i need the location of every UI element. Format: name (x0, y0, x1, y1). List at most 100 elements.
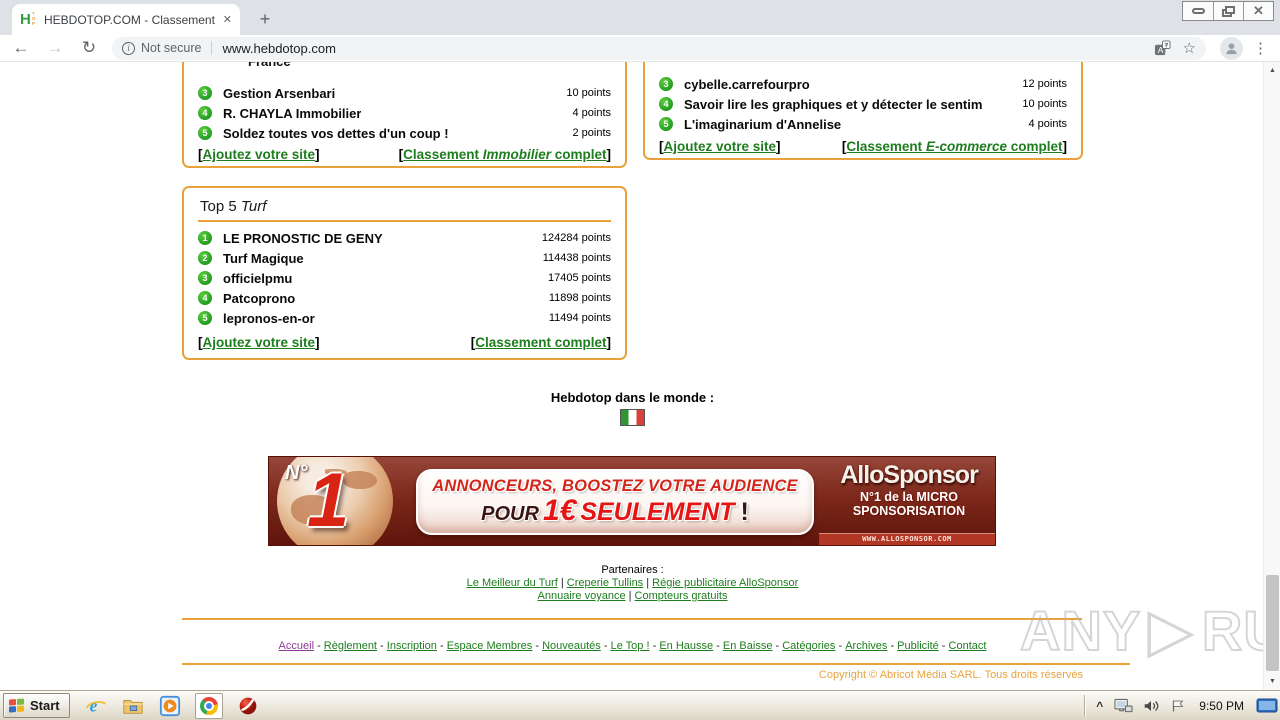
browser-tab[interactable]: H TOP HEBDOTOP.COM - Classement de sit ✕ (12, 4, 240, 35)
add-site-link[interactable]: Ajoutez votre site (198, 147, 320, 162)
footer-link-le-top[interactable]: Le Top ! (611, 640, 660, 652)
chrome-taskbar-icon[interactable] (194, 692, 223, 719)
maximize-button[interactable] (1213, 2, 1243, 20)
start-button[interactable]: Start (3, 693, 70, 718)
footer-link-en-hausse[interactable]: En Hausse (659, 640, 723, 652)
partner-link[interactable]: Le Meilleur du Turf (467, 577, 567, 589)
world-label: Hebdotop dans le monde : (550, 390, 715, 405)
footer-link-reglement[interactable]: Règlement (324, 640, 387, 652)
site-link[interactable]: Savoir lire les graphiques et y détecter… (684, 96, 983, 112)
site-link[interactable]: Gestion Arsenbari (223, 85, 336, 101)
site-link[interactable]: lepronos-en-or (223, 310, 315, 326)
footer-link-archives[interactable]: Archives (845, 640, 897, 652)
allosponsor-brand: AlloSponsor (840, 461, 979, 489)
add-site-link[interactable]: Ajoutez votre site (659, 139, 781, 154)
ranking-row: 4 R. CHAYLA Immobilier 4 points (198, 103, 611, 123)
ranking-row: 4 Savoir lire les graphiques et y détect… (659, 94, 1067, 114)
rank-badge: 2 (198, 251, 212, 265)
partner-link[interactable]: Régie publicitaire AlloSponsor (652, 577, 799, 589)
partners-row-2: Annuaire voyanceCompteurs gratuits (182, 590, 1083, 603)
allosponsor-banner-ad[interactable]: N° 1 ANNONCEURS, BOOSTEZ VOTRE AUDIENCE … (268, 456, 996, 546)
bookmark-star-icon[interactable]: ☆ (1182, 39, 1196, 57)
address-bar[interactable]: i Not secure www.hebdotop.com A ☆ (112, 36, 1206, 60)
minimize-button[interactable] (1183, 2, 1213, 20)
site-link[interactable]: LE PRONOSTIC DE GENY (223, 230, 383, 246)
site-link[interactable]: R. CHAYLA Immobilier (223, 105, 362, 121)
scrollbar-thumb[interactable] (1266, 575, 1279, 671)
rank-badge: 4 (198, 106, 212, 120)
italy-flag-icon[interactable] (620, 409, 645, 426)
svg-text:A: A (1157, 45, 1163, 55)
show-desktop-monitor-icon[interactable] (1256, 697, 1278, 715)
clock[interactable]: 9:50 PM (1199, 699, 1244, 713)
tray-expand-chevron-icon[interactable]: ^ (1096, 699, 1104, 713)
globe-icon (277, 457, 393, 545)
partner-link[interactable]: Compteurs gratuits (634, 590, 728, 602)
vertical-scrollbar[interactable]: ▲ ▼ (1263, 62, 1280, 690)
reload-button[interactable]: ↻ (81, 38, 97, 57)
internet-explorer-icon[interactable]: e (84, 694, 108, 718)
points-value: 10 points (566, 87, 611, 99)
site-link[interactable]: Soldez toutes vos dettes d'un coup ! (223, 125, 449, 141)
forward-button[interactable]: → (46, 38, 64, 57)
footer-link-contact[interactable]: Contact (948, 640, 987, 652)
points-value: 11494 points (548, 312, 611, 324)
partner-link[interactable]: Annuaire voyance (538, 590, 635, 602)
network-tray-icon[interactable] (1114, 698, 1133, 714)
media-player-icon[interactable] (158, 694, 182, 718)
ranking-row: 2 Turf Magique 114438 points (198, 248, 611, 268)
new-tab-button[interactable]: + (259, 9, 271, 29)
browser-menu-icon[interactable]: ⋮ (1253, 40, 1268, 57)
action-center-flag-icon[interactable] (1169, 698, 1187, 714)
red-disc-app-icon[interactable] (236, 694, 260, 718)
footer-link-categories[interactable]: Catégories (782, 640, 845, 652)
points-value: 4 points (572, 107, 611, 119)
site-link[interactable]: cybelle.carrefourpro (684, 76, 810, 92)
ranking-site-name-cut[interactable]: France (248, 62, 611, 70)
banner-line1: ANNONCEURS, BOOSTEZ VOTRE AUDIENCE (432, 476, 798, 495)
url-text[interactable]: www.hebdotop.com (222, 40, 336, 56)
scroll-down-button[interactable]: ▼ (1269, 678, 1276, 685)
rank-badge: 1 (198, 231, 212, 245)
back-button[interactable]: ← (12, 38, 30, 57)
file-explorer-icon[interactable] (121, 694, 145, 718)
rank-badge: 3 (198, 86, 212, 100)
rank-badge: 3 (198, 271, 212, 285)
site-link[interactable]: L'imaginarium d'Annelise (684, 116, 842, 132)
volume-tray-icon[interactable] (1142, 698, 1160, 714)
site-link[interactable]: Turf Magique (223, 250, 304, 266)
footer-link-inscription[interactable]: Inscription (387, 640, 447, 652)
info-icon[interactable]: i (122, 41, 135, 55)
translate-icon[interactable]: A (1154, 39, 1171, 57)
points-value: 114438 points (542, 252, 611, 264)
turf-box-title: Top 5 Turf (200, 198, 267, 215)
footer-link-accueil[interactable]: Accueil (279, 640, 324, 652)
system-tray: ^ 9:50 PM (1084, 691, 1278, 720)
site-link[interactable]: officielpmu (223, 270, 293, 286)
partner-link[interactable]: Creperie Tullins (567, 577, 652, 589)
footer-link-espace-membres[interactable]: Espace Membres (447, 640, 542, 652)
scroll-up-button[interactable]: ▲ (1269, 67, 1276, 74)
full-ranking-link-turf[interactable]: Classement complet (471, 335, 611, 350)
windows-taskbar: Start e ^ (0, 690, 1280, 720)
ranking-box-turf: Top 5 Turf 1 LE PRONOSTIC DE GENY 124284… (182, 186, 627, 360)
profile-avatar[interactable] (1220, 36, 1243, 60)
partners-label: Partenaires : (601, 564, 664, 576)
footer-link-publicite[interactable]: Publicité (897, 640, 948, 652)
banner-message-pill: ANNONCEURS, BOOSTEZ VOTRE AUDIENCE POUR … (416, 469, 814, 535)
full-ranking-link-immobilier[interactable]: Classement Immobilier complet (399, 147, 611, 162)
rank-badge: 5 (659, 117, 673, 131)
rank-badge: 5 (198, 126, 212, 140)
full-ranking-link-ecommerce[interactable]: Classement E-commerce complet (842, 139, 1067, 154)
allosponsor-logo-block: AlloSponsor N°1 de la MICRO SPONSORISATI… (821, 457, 995, 535)
site-link[interactable]: Patcoprono (223, 290, 296, 306)
footer-link-nouveautes[interactable]: Nouveautés (542, 640, 611, 652)
footer-link-en-baisse[interactable]: En Baisse (723, 640, 782, 652)
close-window-button[interactable]: ✕ (1243, 2, 1273, 20)
anyrun-watermark: ANY ▷ RUN (1019, 598, 1280, 663)
banner-line2: POUR 1€ SEULEMENT ! (481, 493, 749, 527)
ranking-row: 1 LE PRONOSTIC DE GENY 124284 points (198, 228, 611, 248)
add-site-link[interactable]: Ajoutez votre site (198, 335, 320, 350)
tab-close-icon[interactable]: ✕ (222, 14, 232, 26)
